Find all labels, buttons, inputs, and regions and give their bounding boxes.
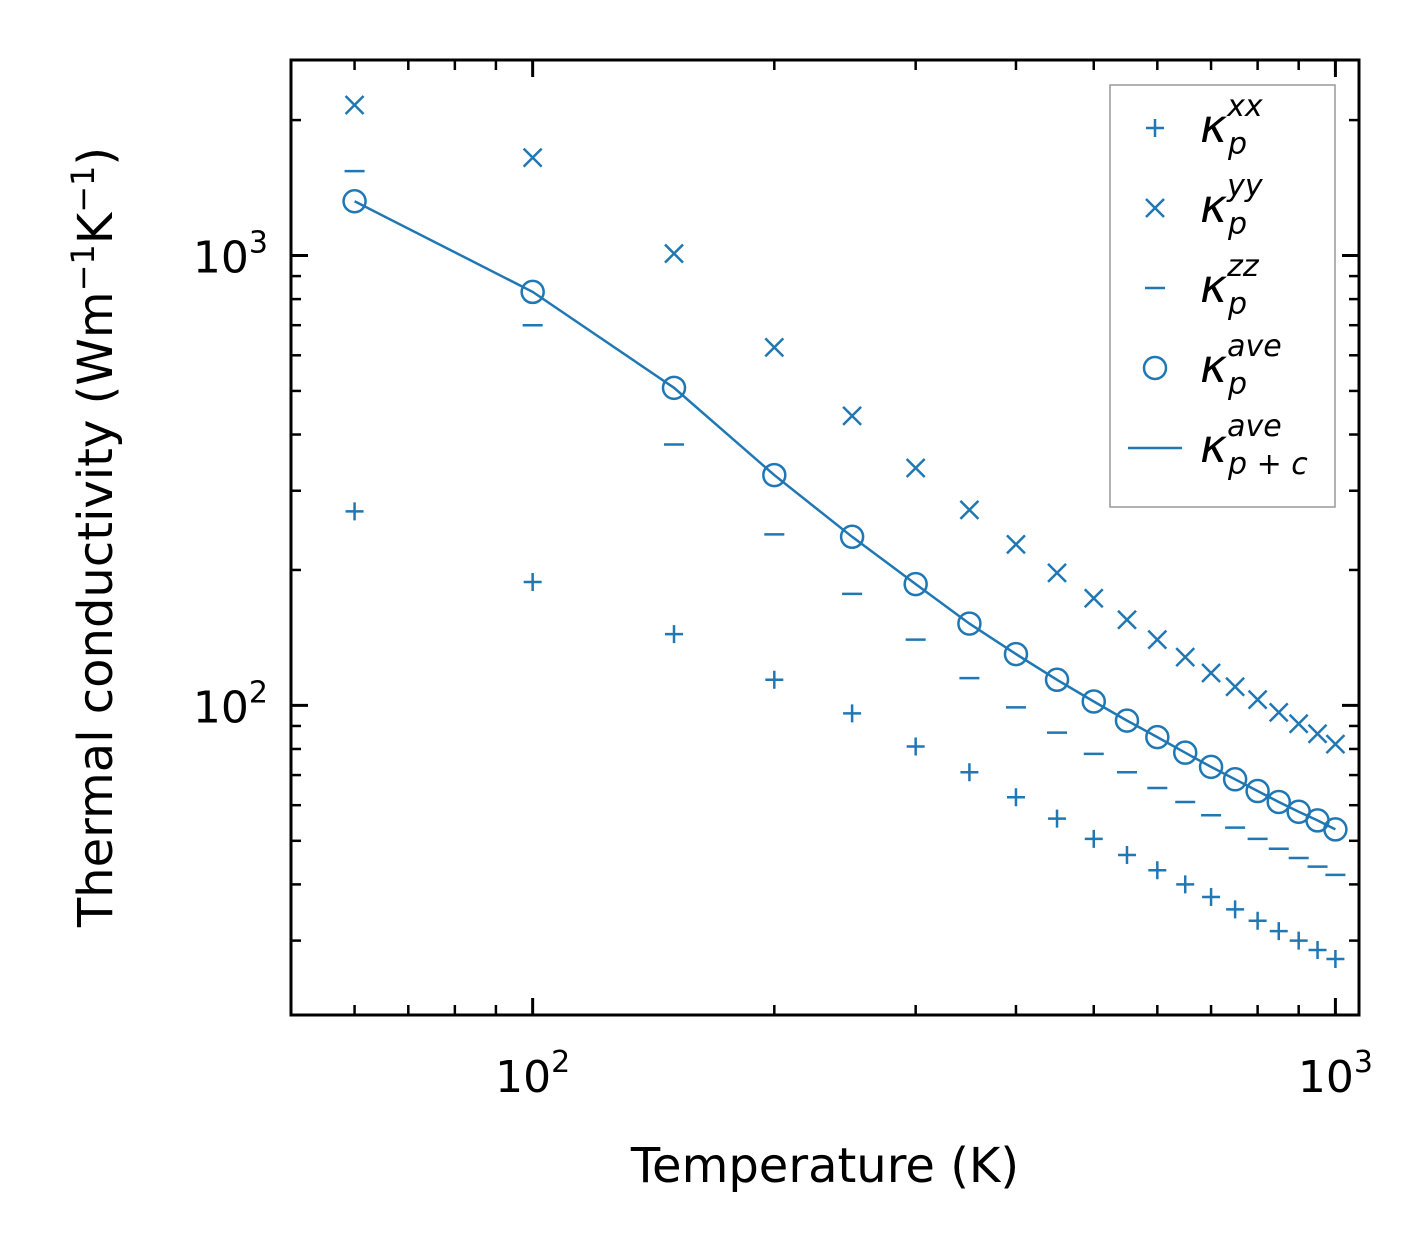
data-point-kyy — [905, 458, 926, 478]
data-point-kxx — [843, 704, 862, 723]
data-point-kave — [1266, 789, 1292, 815]
y-axis-title-sup2: −1 — [64, 166, 102, 213]
data-point-kxx — [960, 763, 979, 782]
legend-item-kzz: κzz p — [1145, 249, 1260, 322]
legend-item-kave: κave p — [1142, 329, 1282, 402]
data-point-kyy — [1083, 588, 1104, 609]
legend-label: κxx p — [1200, 89, 1263, 162]
data-point-kxx — [1176, 875, 1195, 894]
data-point-kyy — [1325, 734, 1346, 755]
data-point-kxx — [1117, 845, 1136, 864]
data-point-kyy — [1147, 629, 1168, 650]
data-point-kave — [1198, 754, 1224, 780]
series-kave — [342, 189, 1348, 842]
data-point-kyy — [764, 337, 785, 358]
data-point-kyy — [1225, 676, 1246, 697]
data-point-kxx — [345, 502, 364, 521]
data-point-kave — [903, 571, 928, 597]
legend-box — [1109, 84, 1336, 508]
legend-item-kave_pc: κave p + c — [1128, 409, 1308, 482]
data-point-kave — [1222, 767, 1248, 792]
series-line-kave_pc — [354, 200, 1336, 831]
legend-label: κzz p — [1200, 249, 1260, 322]
x-tick-label: 102 — [495, 1045, 570, 1103]
legend-marker — [1142, 355, 1168, 381]
data-point-kave — [1323, 817, 1348, 842]
legend-label: κave p + c — [1200, 409, 1308, 482]
data-point-kave — [661, 375, 687, 401]
data-point-kxx — [523, 573, 542, 592]
data-point-kyy — [959, 499, 980, 520]
x-axis-title: Temperature (K) — [630, 1138, 1019, 1194]
data-point-kave — [1081, 689, 1107, 714]
data-point-kxx — [765, 670, 784, 689]
plot-area — [342, 95, 1348, 969]
data-point-kxx — [1202, 888, 1221, 907]
data-point-kxx — [665, 625, 684, 644]
plot-frame — [289, 58, 1361, 1017]
data-point-kyy — [1288, 713, 1309, 734]
series-kxx — [345, 502, 1345, 969]
y-axis-title-sup1: −1 — [64, 244, 102, 291]
legend-label: κyy p — [1200, 169, 1264, 242]
x-tick-label: 103 — [1298, 1045, 1373, 1103]
data-point-kxx — [1289, 931, 1308, 950]
data-point-kxx — [1226, 900, 1245, 919]
data-point-kxx — [1269, 922, 1288, 941]
data-point-kyy — [1006, 534, 1026, 555]
data-point-kyy — [344, 95, 365, 115]
major-ticks — [291, 60, 1359, 1015]
data-point-kxx — [1326, 950, 1345, 969]
data-point-kxx — [1048, 809, 1067, 828]
data-point-kave — [342, 189, 367, 214]
data-point-kxx — [1308, 940, 1327, 959]
minor-ticks — [289, 60, 1359, 1015]
data-point-kyy — [522, 147, 543, 168]
y-axis-title: Thermal conductivity (Wm−1K−1) — [64, 147, 124, 928]
y-axis-title-main: Thermal conductivity (Wm — [68, 291, 124, 928]
series-kzz — [344, 169, 1346, 877]
data-point-kyy — [664, 243, 684, 264]
data-point-kave — [1172, 740, 1198, 765]
data-point-kyy — [1201, 663, 1221, 683]
data-point-kyy — [1047, 563, 1067, 583]
data-point-kave — [1114, 708, 1140, 733]
y-tick-label: 102 — [193, 675, 268, 733]
data-point-kyy — [1117, 609, 1137, 630]
y-tick-label: 103 — [193, 226, 268, 284]
y-axis-title-end: ) — [68, 147, 124, 166]
legend-marker — [1145, 198, 1165, 218]
data-point-kave — [839, 524, 865, 550]
data-point-kave — [1245, 778, 1270, 804]
data-point-kyy — [1268, 702, 1289, 723]
data-point-kave — [1044, 667, 1070, 693]
data-point-kave — [1003, 641, 1029, 667]
legend-marker — [1146, 119, 1164, 137]
data-point-kxx — [1084, 829, 1103, 848]
data-point-kyy — [1307, 723, 1328, 744]
data-point-kave — [762, 462, 787, 488]
data-point-kyy — [842, 406, 862, 426]
series-kyy — [344, 95, 1346, 755]
legend-item-kxx: κxx p — [1146, 89, 1263, 162]
data-point-kave — [1145, 724, 1170, 750]
data-point-kyy — [1175, 647, 1196, 668]
data-point-kyy — [1247, 689, 1268, 710]
tick-labels: 102 103 102 103 — [193, 226, 1373, 1103]
data-point-kxx — [906, 737, 925, 756]
series-kave_pc — [354, 200, 1336, 831]
data-point-kave — [957, 611, 982, 636]
data-point-kave — [520, 279, 545, 305]
data-point-kxx — [1148, 861, 1167, 880]
y-axis-title-mid: K — [68, 211, 124, 244]
legend-label: κave p — [1200, 329, 1282, 402]
data-point-kxx — [1006, 788, 1025, 807]
legend-item-kyy: κyy p — [1145, 169, 1264, 242]
data-point-kxx — [1248, 911, 1267, 930]
